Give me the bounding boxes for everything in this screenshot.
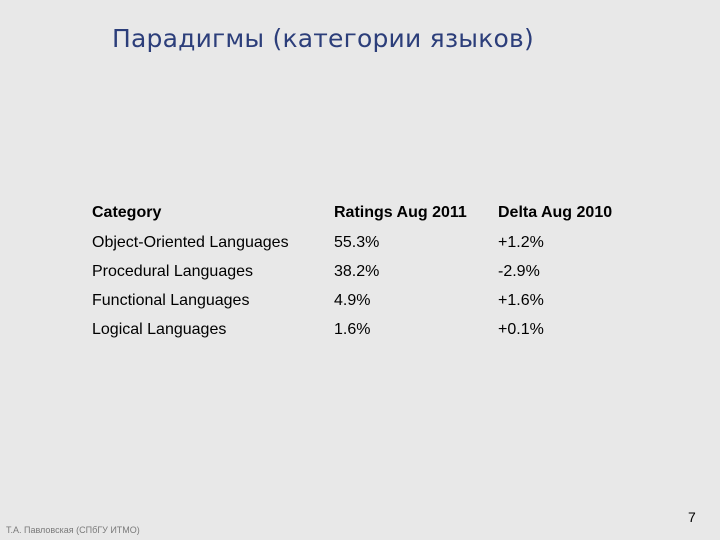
ratings-table: Category Ratings Aug 2011 Delta Aug 2010…	[92, 198, 638, 344]
delta-cell: +1.6%	[498, 291, 544, 309]
rating-cell: 55.3%	[334, 233, 380, 251]
header-ratings: Ratings Aug 2011	[334, 204, 467, 221]
delta-cell: +1.2%	[498, 233, 544, 251]
delta-cell: +0.1%	[498, 320, 544, 338]
rating-cell: 1.6%	[334, 320, 371, 338]
rating-cell: 38.2%	[334, 262, 380, 280]
table-row: Object-Oriented Languages 55.3% +1.2%	[92, 228, 638, 257]
header-category: Category	[92, 204, 162, 221]
footer-author: Т.А. Павловская (СПбГУ ИТМО)	[6, 525, 140, 535]
rating-cell: 4.9%	[334, 291, 371, 309]
category-cell: Functional Languages	[92, 291, 250, 309]
table-row: Functional Languages 4.9% +1.6%	[92, 286, 638, 315]
category-cell: Procedural Languages	[92, 262, 254, 280]
table-row: Logical Languages 1.6% +0.1%	[92, 315, 638, 344]
category-cell: Object-Oriented Languages	[92, 233, 289, 251]
table-row: Procedural Languages 38.2% -2.9%	[92, 257, 638, 286]
slide-title: Парадигмы (категории языков)	[112, 24, 534, 53]
table-header-row: Category Ratings Aug 2011 Delta Aug 2010	[92, 198, 638, 228]
page-number: 7	[688, 509, 696, 525]
category-cell: Logical Languages	[92, 320, 227, 338]
header-delta: Delta Aug 2010	[498, 204, 613, 221]
delta-cell: -2.9%	[498, 262, 540, 280]
